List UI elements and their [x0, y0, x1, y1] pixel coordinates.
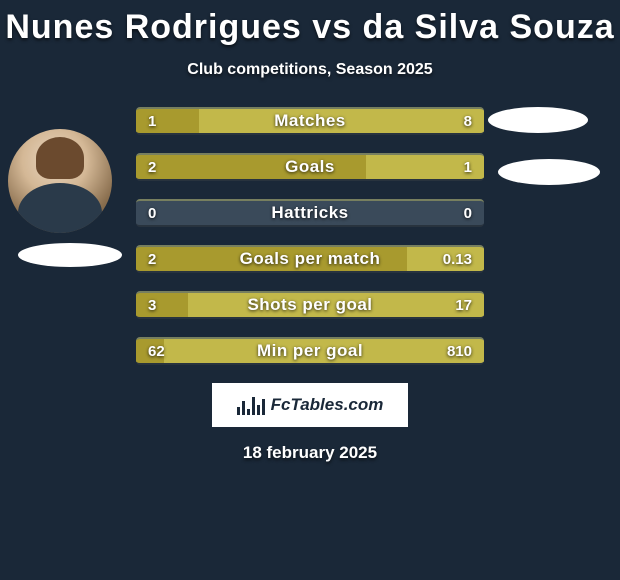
stat-label: Goals	[136, 155, 484, 179]
logo-chart-icon	[237, 395, 265, 415]
logo-bar-segment	[252, 397, 255, 415]
logo-bar-segment	[242, 401, 245, 415]
stat-row: 00Hattricks	[136, 199, 484, 227]
stat-label: Matches	[136, 109, 484, 133]
logo-bar-segment	[262, 399, 265, 415]
stat-label: Hattricks	[136, 201, 484, 225]
stat-label: Goals per match	[136, 247, 484, 271]
player-right-avatar-oval	[488, 107, 588, 133]
date-line: 18 february 2025	[0, 443, 620, 463]
stat-label: Shots per goal	[136, 293, 484, 317]
logo-bar-segment	[237, 407, 240, 415]
page-title: Nunes Rodrigues vs da Silva Souza	[0, 0, 620, 47]
stat-bars: 18Matches 21Goals 00Hattricks 20.13Goals pe…	[136, 107, 484, 365]
subtitle: Club competitions, Season 2025	[0, 61, 620, 79]
stat-row: 20.13Goals per match	[136, 245, 484, 273]
player-left-name-oval	[18, 243, 122, 267]
stat-label: Min per goal	[136, 339, 484, 363]
logo-bar-segment	[247, 409, 250, 415]
stat-row: 18Matches	[136, 107, 484, 135]
comparison-content: 18Matches 21Goals 00Hattricks 20.13Goals pe…	[0, 107, 620, 463]
stat-row: 62810Min per goal	[136, 337, 484, 365]
logo-bar-segment	[257, 405, 260, 415]
player-right-name-oval	[498, 159, 600, 185]
stat-row: 317Shots per goal	[136, 291, 484, 319]
stat-row: 21Goals	[136, 153, 484, 181]
logo-text: FcTables.com	[271, 395, 384, 415]
fctables-logo: FcTables.com	[212, 383, 408, 427]
player-left-avatar	[8, 129, 112, 233]
